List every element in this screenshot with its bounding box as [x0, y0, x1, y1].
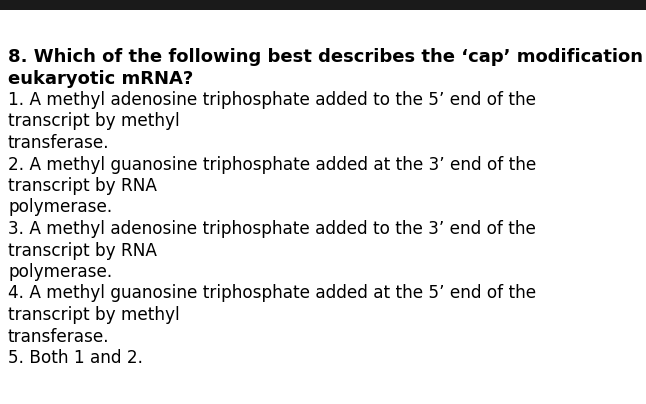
Text: 8. Which of the following best describes the ‘cap’ modification of: 8. Which of the following best describes…: [8, 48, 646, 66]
Bar: [0, 0, 646, 10]
Text: transferase.: transferase.: [8, 328, 110, 345]
Text: polymerase.: polymerase.: [8, 198, 112, 217]
Text: 1. A methyl adenosine triphosphate added to the 5’ end of the: 1. A methyl adenosine triphosphate added…: [8, 91, 536, 109]
Text: transcript by methyl: transcript by methyl: [8, 112, 180, 130]
Text: 4. A methyl guanosine triphosphate added at the 5’ end of the: 4. A methyl guanosine triphosphate added…: [8, 284, 536, 303]
Text: transcript by methyl: transcript by methyl: [8, 306, 180, 324]
Text: polymerase.: polymerase.: [8, 263, 112, 281]
Text: transcript by RNA: transcript by RNA: [8, 242, 157, 259]
Text: 5. Both 1 and 2.: 5. Both 1 and 2.: [8, 349, 143, 367]
Text: 2. A methyl guanosine triphosphate added at the 3’ end of the: 2. A methyl guanosine triphosphate added…: [8, 156, 536, 173]
Text: transferase.: transferase.: [8, 134, 110, 152]
Text: transcript by RNA: transcript by RNA: [8, 177, 157, 195]
Text: eukaryotic mRNA?: eukaryotic mRNA?: [8, 69, 193, 88]
Text: 3. A methyl adenosine triphosphate added to the 3’ end of the: 3. A methyl adenosine triphosphate added…: [8, 220, 536, 238]
